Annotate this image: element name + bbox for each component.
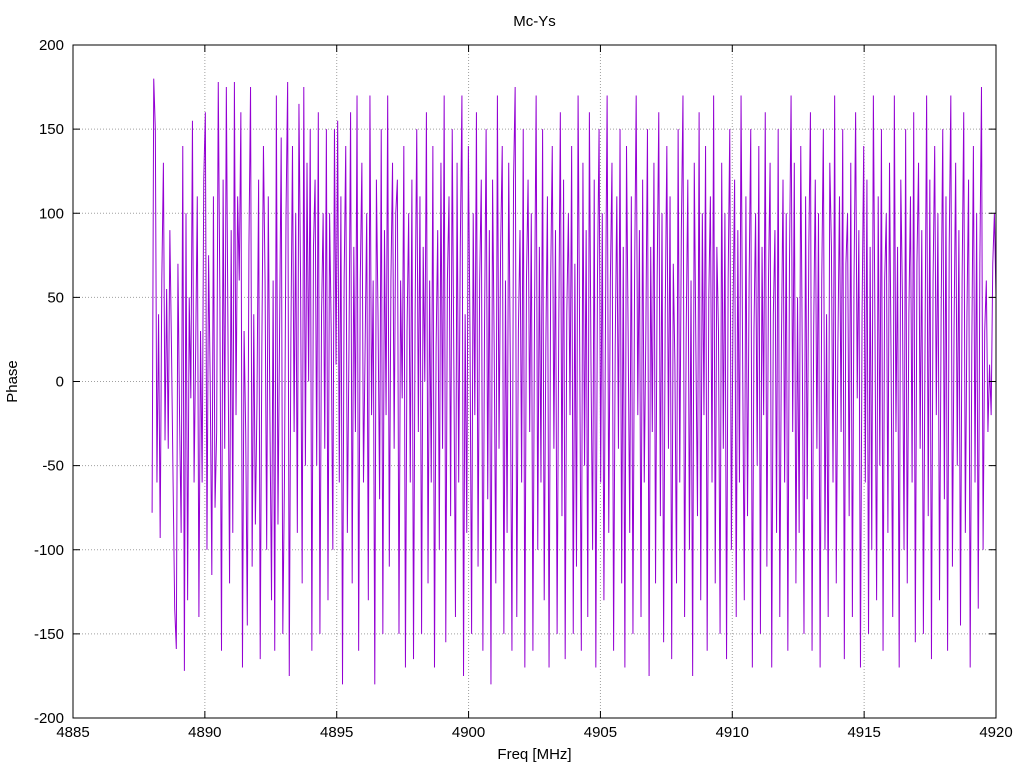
x-tick-label: 4905	[584, 724, 617, 741]
x-tick-label: 4920	[979, 724, 1012, 741]
y-tick-label: 150	[39, 121, 64, 138]
y-tick-label: 100	[39, 205, 64, 222]
y-tick-label: -150	[34, 626, 64, 643]
y-tick-label: -50	[42, 458, 64, 475]
x-tick-label: 4885	[56, 724, 89, 741]
y-tick-label: -200	[34, 710, 64, 727]
series-layer	[151, 78, 997, 685]
y-axis-label: Phase	[4, 360, 21, 403]
x-tick-label: 4890	[188, 724, 221, 741]
chart-title: Mc-Ys	[513, 13, 556, 30]
x-axis-label: Freq [MHz]	[497, 746, 571, 763]
x-tick-label: 4895	[320, 724, 353, 741]
y-tick-label: 50	[47, 289, 64, 306]
axis-ticks: 4885 4890 4895 4900 4905 4910 4915 4920 -200 -150…	[34, 37, 1013, 741]
y-tick-label: 0	[56, 374, 64, 391]
y-tick-label: 200	[39, 37, 64, 54]
phase-series-line	[151, 78, 997, 685]
x-tick-label: 4915	[847, 724, 880, 741]
y-tick-label: -100	[34, 542, 64, 559]
x-tick-label: 4910	[716, 724, 749, 741]
x-tick-label: 4900	[452, 724, 485, 741]
